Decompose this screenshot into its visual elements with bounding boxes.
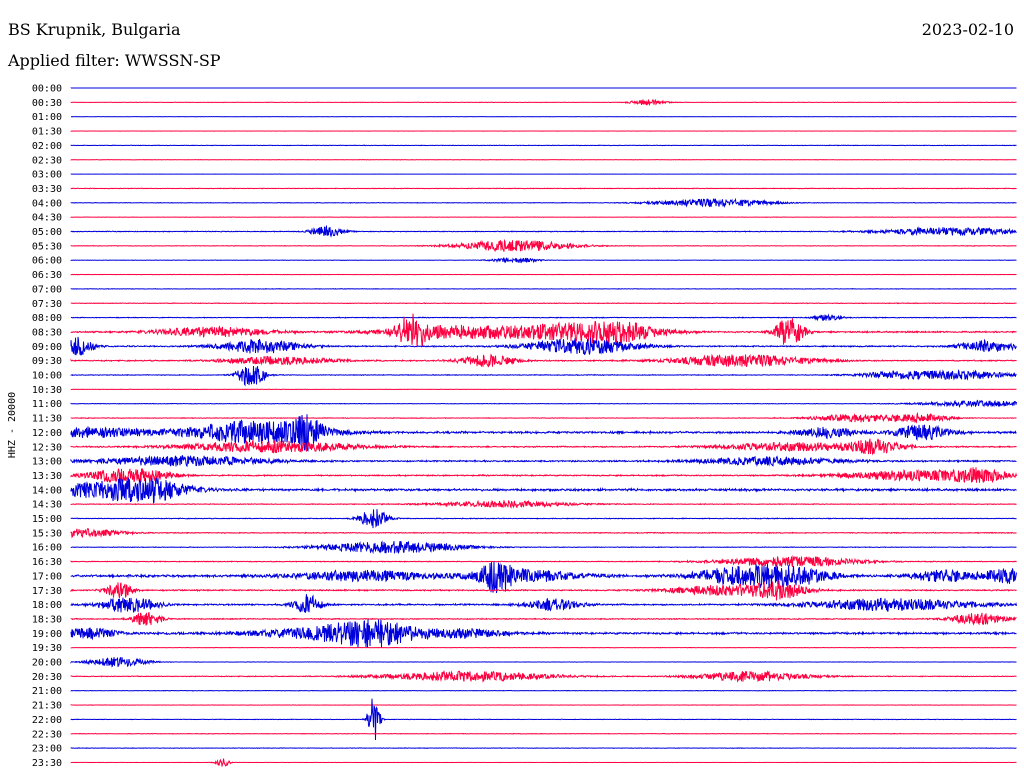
trace-group: 00:00 00:30 01:00 01:30 02:00 02:30 03:00 03:30… (32, 84, 1017, 769)
trace-line (70, 302, 1017, 305)
time-tick-label: 05:30 (32, 241, 62, 252)
trace-line (70, 467, 1017, 484)
time-tick-label: 10:00 (32, 371, 62, 382)
time-tick-label: 21:00 (32, 686, 62, 697)
trace-line (70, 528, 1017, 539)
trace-line (70, 499, 1017, 509)
trace-line (70, 747, 1017, 750)
trace-line (70, 698, 1017, 741)
time-tick-label: 08:30 (32, 327, 62, 338)
trace-line (70, 619, 1017, 648)
time-tick-label: 07:30 (32, 299, 62, 310)
trace-line (70, 454, 1017, 468)
time-tick-label: 22:00 (32, 715, 62, 726)
time-tick-label: 02:30 (32, 155, 62, 166)
time-tick-label: 03:30 (32, 184, 62, 195)
time-tick-label: 21:30 (32, 701, 62, 712)
time-tick-label: 19:00 (32, 629, 62, 640)
time-tick-label: 04:30 (32, 213, 62, 224)
time-tick-label: 11:30 (32, 414, 62, 425)
time-tick-label: 11:00 (32, 399, 62, 410)
time-tick-label: 00:00 (32, 84, 62, 95)
time-tick-label: 06:30 (32, 270, 62, 281)
trace-line (70, 509, 1017, 529)
trace-line (70, 758, 1017, 767)
time-tick-label: 01:30 (32, 127, 62, 138)
time-tick-label: 12:00 (32, 428, 62, 439)
trace-line (70, 238, 1017, 253)
trace-line (70, 411, 1017, 424)
time-tick-label: 15:30 (32, 528, 62, 539)
time-tick-label: 02:00 (32, 141, 62, 152)
trace-line (70, 224, 1017, 238)
trace-line (70, 313, 1017, 348)
time-tick-label: 20:30 (32, 672, 62, 683)
time-tick-label: 17:30 (32, 586, 62, 597)
time-tick-label: 23:30 (32, 758, 62, 769)
time-tick-label: 16:00 (32, 543, 62, 554)
trace-line (70, 144, 1017, 147)
time-tick-label: 20:00 (32, 658, 62, 669)
time-tick-label: 07:00 (32, 284, 62, 295)
y-axis-label: HHZ - 20000 (7, 392, 18, 458)
trace-line (70, 414, 1017, 452)
time-tick-label: 23:00 (32, 744, 62, 755)
station-title: BS Krupnik, Bulgaria (8, 20, 181, 39)
time-tick-label: 14:00 (32, 485, 62, 496)
date-label: 2023-02-10 (921, 20, 1014, 39)
trace-line (70, 197, 1017, 208)
time-tick-label: 10:30 (32, 385, 62, 396)
trace-line (70, 288, 1017, 290)
trace-line (70, 540, 1017, 555)
trace-line (70, 732, 1017, 735)
trace-line (70, 555, 1017, 567)
trace-line (70, 257, 1017, 264)
time-tick-label: 09:30 (32, 356, 62, 367)
trace-line (70, 580, 1017, 601)
trace-line (70, 336, 1017, 356)
time-tick-label: 13:00 (32, 457, 62, 468)
time-tick-label: 00:30 (32, 98, 62, 109)
trace-line (70, 594, 1017, 613)
trace-line (70, 313, 1017, 322)
trace-line (70, 399, 1017, 408)
time-tick-label: 05:00 (32, 227, 62, 238)
time-tick-label: 14:30 (32, 500, 62, 511)
trace-line (70, 689, 1017, 692)
time-tick-label: 22:30 (32, 729, 62, 740)
time-tick-label: 16:30 (32, 557, 62, 568)
time-tick-label: 18:30 (32, 614, 62, 625)
time-tick-label: 06:00 (32, 256, 62, 267)
filter-label: Applied filter: WWSSN-SP (8, 51, 221, 70)
time-tick-label: 03:00 (32, 170, 62, 181)
time-tick-label: 13:30 (32, 471, 62, 482)
trace-line (70, 561, 1017, 593)
trace-line (70, 365, 1017, 387)
trace-line (70, 438, 1017, 456)
time-tick-label: 19:30 (32, 643, 62, 654)
time-tick-label: 18:00 (32, 600, 62, 611)
time-tick-label: 08:00 (32, 313, 62, 324)
time-tick-label: 04:00 (32, 198, 62, 209)
time-tick-label: 01:00 (32, 112, 62, 123)
time-tick-label: 09:00 (32, 342, 62, 353)
time-tick-label: 15:00 (32, 514, 62, 525)
trace-line (70, 187, 1017, 190)
trace-line (70, 477, 1017, 504)
trace-line (70, 612, 1017, 626)
trace-line (70, 657, 1017, 668)
trace-line (70, 99, 1017, 107)
time-tick-label: 12:30 (32, 442, 62, 453)
trace-line (70, 353, 1017, 368)
trace-line (70, 669, 1017, 683)
time-tick-label: 17:00 (32, 571, 62, 582)
